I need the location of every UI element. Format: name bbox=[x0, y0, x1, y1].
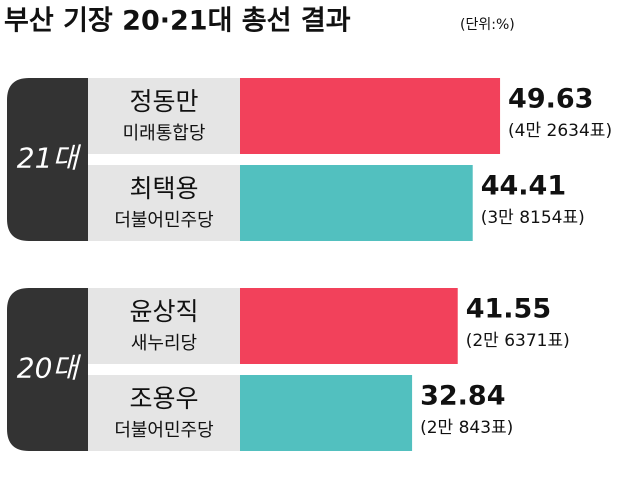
party-name: 새누리당 bbox=[131, 333, 197, 354]
votes-label: (3만 8154표) bbox=[481, 208, 585, 228]
value-label: 49.63 bbox=[508, 84, 593, 115]
votes-label: (4만 2634표) bbox=[508, 121, 612, 141]
candidate-name: 정동만 bbox=[129, 87, 198, 116]
value-label: 41.55 bbox=[466, 294, 551, 325]
votes-label: (2만 843표) bbox=[420, 418, 513, 438]
value-label: 44.41 bbox=[481, 171, 566, 202]
group-panel bbox=[7, 288, 88, 451]
label-box bbox=[88, 78, 240, 154]
candidate-name: 윤상직 bbox=[129, 297, 198, 326]
bar bbox=[240, 375, 413, 451]
bar bbox=[240, 78, 501, 154]
party-name: 더불어민주당 bbox=[114, 210, 213, 231]
label-box bbox=[88, 288, 240, 364]
votes-label: (2만 6371표) bbox=[466, 331, 570, 351]
group-panel bbox=[7, 78, 88, 241]
group-label: 20대 bbox=[17, 352, 82, 385]
candidate-name: 조용우 bbox=[129, 384, 198, 413]
bar bbox=[240, 288, 458, 364]
value-label: 32.84 bbox=[420, 381, 505, 412]
label-box bbox=[88, 165, 240, 241]
party-name: 더불어민주당 bbox=[114, 420, 213, 441]
label-box bbox=[88, 375, 240, 451]
party-name: 미래통합당 bbox=[123, 123, 206, 144]
chart-title: 부산 기장 20·21대 총선 결과 bbox=[4, 6, 351, 37]
group-label: 21대 bbox=[17, 142, 82, 175]
bar bbox=[240, 165, 473, 241]
candidate-name: 최택용 bbox=[129, 174, 198, 203]
unit-label: (단위:%) bbox=[460, 17, 515, 33]
